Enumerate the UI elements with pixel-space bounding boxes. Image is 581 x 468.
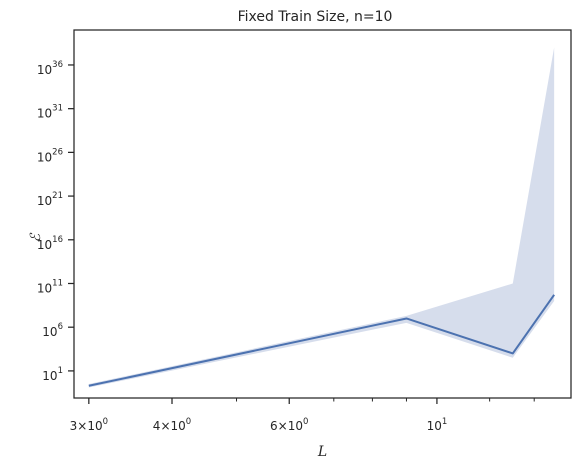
- plot-area: [88, 47, 555, 388]
- y-tick-label: 101: [42, 366, 63, 383]
- y-tick-label: 1031: [37, 104, 63, 121]
- y-axis-label: ℰ: [28, 232, 44, 242]
- confidence-band: [88, 47, 555, 388]
- y-tick-label: 1011: [37, 278, 63, 295]
- x-axis-label: L: [317, 444, 327, 460]
- y-tick-label: 106: [42, 322, 63, 339]
- x-axis: 3×100 4×100 6×100 101: [70, 398, 535, 433]
- y-axis: 101 106 1011 1016 1021 1026 1031 1036: [37, 60, 74, 383]
- x-tick-label: 3×100: [70, 417, 108, 433]
- y-tick-label: 1036: [37, 60, 63, 77]
- series-line: [88, 294, 555, 387]
- y-tick-label: 1026: [37, 147, 63, 164]
- y-tick-label: 1016: [37, 235, 63, 252]
- chart-title: Fixed Train Size, n=10: [238, 9, 393, 25]
- x-tick-label: 6×100: [270, 417, 308, 433]
- x-tick-label: 4×100: [153, 417, 191, 433]
- x-tick-label: 101: [427, 417, 448, 433]
- axes-frame: [73, 29, 572, 399]
- y-tick-label: 1021: [37, 191, 63, 208]
